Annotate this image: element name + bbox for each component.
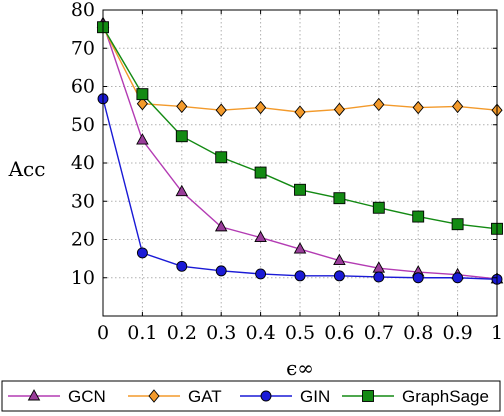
data-point-gat [136,97,148,111]
data-point-gat [333,102,345,117]
data-point-gin [136,247,148,259]
x-tick-label: 0.5 [285,322,315,344]
legend-marker-gat [148,389,160,403]
data-point-gin [373,271,385,283]
legend-label-gat: GAT [188,387,222,406]
data-point-gat [215,103,227,117]
data-point-graphsage [333,192,346,205]
data-point-gcn [333,253,346,265]
y-tick-label: 70 [71,37,95,59]
data-point-gcn [214,219,228,232]
y-tick-label: 10 [71,267,95,289]
data-point-graphsage [254,166,267,179]
data-point-graphsage [175,130,188,143]
legend-label-graphsage: GraphSage [402,387,489,406]
data-point-gin [333,270,345,282]
data-point-gcn [136,133,149,145]
data-point-gin [176,260,188,272]
x-tick-label: 0.6 [324,322,354,344]
x-tick-label: 0.2 [167,322,197,344]
data-point-graphsage [136,88,149,101]
y-tick-label: 40 [71,152,95,174]
data-point-gat [255,100,267,115]
tick-marks [102,9,498,316]
y-tick-label: 20 [71,229,95,251]
series-gin [97,93,503,285]
legend-marker-graphsage [362,390,374,402]
x-tick-label: 0 [97,322,109,344]
x-tick-label: 0.4 [245,322,275,344]
data-point-gin [452,272,464,284]
data-point-graphsage [215,151,228,164]
x-tick-label: 0.9 [442,322,472,344]
data-point-gin [255,268,267,280]
legend-label-gcn: GCN [68,387,106,406]
y-axis-label: Acc [8,157,46,181]
x-tick-label: 0.8 [403,322,433,344]
data-point-gat [452,99,464,114]
y-tick-label: 80 [71,0,95,21]
y-tick-label: 60 [71,76,95,98]
grid [102,9,498,316]
series-gat [97,20,503,119]
x-tick-labels: 0 0.1 0.2 0.3 0.4 0.5 0.6 0.7 0.8 0.9 1 [97,322,503,344]
data-point-gcn [175,184,189,197]
y-tick-label: 30 [71,190,95,212]
data-point-gat [176,99,188,114]
legend-marker-gin [260,390,272,402]
y-tick-labels: 10 20 30 40 50 60 70 80 [71,0,95,289]
legend-label-gin: GIN [300,387,330,406]
x-axis-label: ϵ∞ [286,356,314,380]
data-point-gat [294,105,306,119]
data-point-gin [412,272,424,284]
y-tick-label: 50 [71,114,95,136]
data-point-gat [373,97,385,112]
data-point-graphsage [372,201,385,214]
data-point-graphsage [412,210,425,223]
data-point-gin [215,265,227,277]
data-point-gat [412,100,424,115]
x-tick-label: 0.3 [206,322,236,344]
series-group [96,16,504,285]
legend-marker-gcn [27,389,41,401]
x-tick-label: 0.1 [127,322,157,344]
data-point-gin [294,270,306,282]
data-point-graphsage [451,218,464,231]
data-point-graphsage [294,183,306,196]
data-point-gcn [293,242,307,254]
x-tick-label: 0.7 [364,322,394,344]
x-tick-label: 1 [491,322,503,344]
legend: GCN GAT GIN GraphSage [1,380,501,412]
data-point-gcn [254,230,267,243]
